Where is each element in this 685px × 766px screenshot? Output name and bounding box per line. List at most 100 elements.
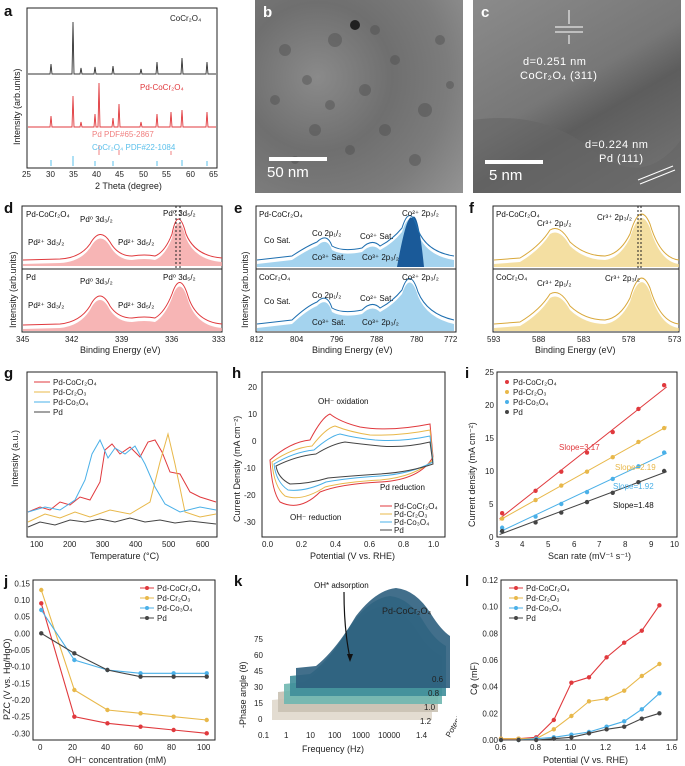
label-top: Pd-CoCr₂O₄ [259, 210, 303, 219]
z-ticks: 0.6 0.8 1.0 1.2 1.4 [416, 675, 444, 740]
svg-text:-20: -20 [244, 491, 256, 500]
series-line [40, 609, 207, 674]
svg-text:336: 336 [165, 335, 179, 344]
svg-text:Pd-Cr₂O₃: Pd-Cr₂O₃ [157, 594, 190, 603]
svg-text:10000: 10000 [378, 731, 401, 740]
bode-waterfall [272, 588, 450, 720]
svg-text:Pd-Co₃O₄: Pd-Co₃O₄ [513, 398, 548, 407]
svg-text:0: 0 [258, 715, 263, 724]
panel-label-k: k [234, 573, 243, 590]
series-line [501, 692, 660, 741]
plane-2: Pd (111) [599, 153, 644, 165]
xps-pd-line [22, 282, 223, 326]
svg-text:8: 8 [623, 540, 628, 549]
data-point [610, 476, 615, 482]
svg-text:0.6: 0.6 [364, 540, 376, 549]
slope-label: Slope=3.17 [559, 443, 600, 452]
y-tick-label: 0.10 [482, 603, 498, 612]
svg-text:30: 30 [46, 170, 55, 179]
y-axis-label: Intensity (arb.units) [240, 251, 250, 328]
svg-text:0.8: 0.8 [398, 540, 410, 549]
data-point [604, 696, 609, 701]
label-bottom: CoCr₂O₄ [259, 273, 290, 282]
plot-frame [500, 579, 678, 741]
svg-text:Pd: Pd [513, 408, 523, 417]
panel-label-d: d [4, 200, 13, 217]
svg-text:Pd-Cr₂O₃: Pd-Cr₂O₃ [513, 388, 546, 397]
svg-text:588: 588 [532, 335, 546, 344]
arrow-head [347, 654, 353, 662]
svg-text:1.2: 1.2 [420, 717, 432, 726]
slope-label: Slope=1.92 [613, 482, 654, 491]
y-axis-label: Intensity (a.u.) [10, 430, 20, 487]
data-point [584, 469, 590, 474]
svg-text:1.6: 1.6 [666, 743, 678, 752]
svg-text:75: 75 [254, 635, 263, 644]
panel-e: e Pd-CoCr₂O₄ CoCr₂O₄ Co Sat. Co 2p₁/₂ Co… [234, 200, 458, 355]
panel-f: f Pd-CoCr₂O₄ CoCr₂O₄ Cr³⁺ 2p₁/₂ Cr³⁺ 2p₃… [469, 200, 682, 355]
svg-text:600: 600 [196, 540, 210, 549]
svg-text:0.1: 0.1 [258, 731, 270, 740]
svg-text:20: 20 [68, 743, 77, 752]
svg-text:25: 25 [485, 368, 494, 377]
y-tick-label: 0.10 [14, 596, 30, 605]
peak-label: Cr³⁺ 2p₃/₂ [605, 274, 640, 283]
legend-cocr2o4-pdf: CoCr₂O₄ PDF#22-1084 [92, 143, 176, 152]
data-point [661, 450, 667, 455]
data-point [559, 483, 564, 488]
svg-text:Pd-CoCr₂O₄: Pd-CoCr₂O₄ [394, 502, 438, 511]
svg-text:Pd-CoCr₂O₄: Pd-CoCr₂O₄ [53, 378, 97, 387]
data-point [586, 675, 592, 680]
svg-text:100: 100 [30, 540, 44, 549]
svg-text:65: 65 [209, 170, 218, 179]
data-point [204, 731, 209, 736]
svg-text:50: 50 [139, 170, 148, 179]
panel-k: k OH* adsorption Pd-CoCr₂O₄ 0 15 30 45 60 7… [234, 573, 457, 754]
svg-text:Pd-Cr₂O₃: Pd-Cr₂O₃ [526, 594, 559, 603]
xps-pd-cocr2o4-line [22, 218, 223, 261]
scale-bar-label: 50 nm [267, 164, 309, 181]
panel-d: d Pd-CoCr₂O₄ Pd Pd⁰ 3d₃/₂ Pd²⁺ 3d₃/₂ Pd²… [4, 200, 226, 355]
legend-pd-pdf: Pd PDF#65-2867 [92, 130, 154, 139]
series-line [40, 589, 207, 721]
svg-text:Pd-Cr₂O₃: Pd-Cr₂O₃ [53, 388, 86, 397]
data-point [533, 520, 538, 525]
data-point [639, 716, 644, 721]
peak-label: Pd⁰ 3d₃/₂ [80, 277, 113, 286]
data-point [586, 731, 592, 736]
svg-text:Pd-Co₃O₄: Pd-Co₃O₄ [394, 518, 429, 527]
xrd-cocr2o4-line [28, 21, 216, 75]
legend-cocr2o4: CoCr₂O₄ [170, 14, 201, 23]
xps-pd-cocr2o4-fill [23, 223, 222, 266]
x-axis-label: Potential (V vs. RHE) [310, 551, 395, 561]
x-axis-label: Binding Energy (eV) [535, 345, 616, 355]
data-point [604, 727, 609, 732]
y-tick-label: 0.04 [482, 683, 498, 692]
data-point [551, 727, 556, 732]
peak-label: Co Sat. [264, 236, 291, 245]
panel-g: g Pd-CoCr₂O₄ Pd-Cr₂O₃ Pd-Co₃O₄ Pd 100 200… [4, 365, 218, 561]
data-point [569, 680, 574, 685]
y-ticks: 0.00 0.02 0.04 0.06 0.08 0.10 0.12 [482, 576, 498, 745]
data-point [516, 737, 521, 743]
data-point [105, 667, 110, 673]
svg-text:796: 796 [330, 335, 344, 344]
legend-pd-cocr2o4: Pd-CoCr₂O₄ [140, 83, 184, 92]
panel-b-tem-image: b 50 nm [255, 0, 463, 193]
y-tick-label: 0.15 [14, 579, 30, 588]
peak-label: Co³⁺ Sat. [312, 318, 346, 327]
panel-label-b: b [263, 4, 273, 21]
x-axis-label: Binding Energy (eV) [80, 345, 161, 355]
y-axis-label: Current Density (mA cm⁻²) [232, 416, 242, 522]
xps-pd-cocr2o4-line [256, 215, 455, 261]
plot-frame [26, 7, 218, 169]
data-point [584, 499, 590, 505]
y-tick-label: -0.30 [12, 729, 31, 738]
svg-text:9: 9 [649, 540, 654, 549]
y-tick-label: 0.00 [482, 736, 498, 745]
svg-text:780: 780 [410, 335, 424, 344]
data-point [584, 489, 590, 495]
peak-label: Co³⁺ 2p₃/₂ [362, 253, 399, 262]
x-ticks: 345 342 339 336 333 [16, 335, 226, 344]
legend: Pd-CoCr₂O₄ Pd-Cr₂O₃ Pd-Co₃O₄ Pd [509, 584, 570, 623]
